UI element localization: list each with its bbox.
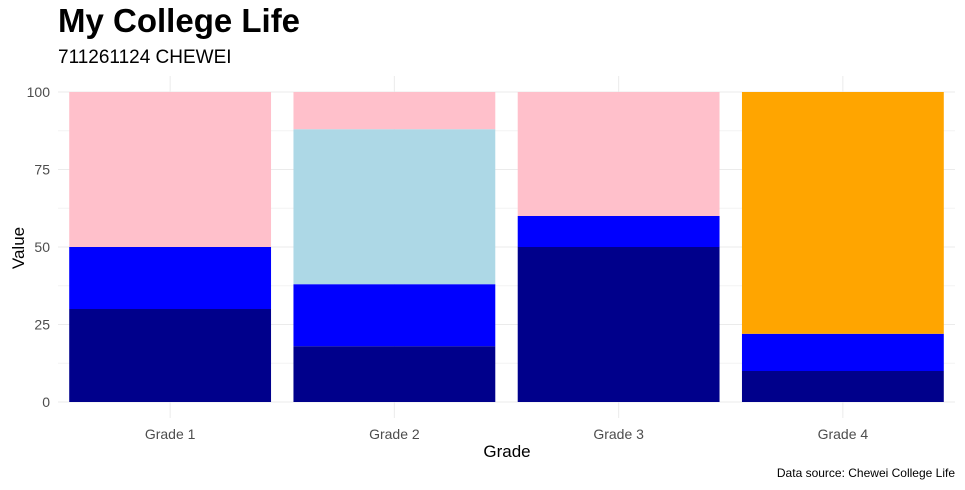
bar-segment: [293, 92, 496, 130]
x-tick-label: Grade 3: [593, 426, 644, 442]
y-tick-label: 75: [34, 162, 50, 178]
bar-segment: [517, 216, 720, 247]
bar-segment: [293, 284, 496, 347]
x-tick-label: Grade 1: [145, 426, 196, 442]
bar-segment: [517, 247, 720, 402]
chart-caption: Data source: Chewei College Life: [776, 466, 955, 480]
bars: [69, 92, 944, 402]
bar-segment: [741, 333, 944, 371]
bar-segment: [517, 92, 720, 216]
bar-segment: [293, 129, 496, 285]
bar-segment: [69, 92, 272, 247]
bar-segment: [741, 371, 944, 402]
bar-segment: [741, 92, 944, 334]
x-axis-title: Grade: [483, 442, 530, 461]
y-tick-label: 0: [42, 394, 50, 410]
chart-subtitle: 711261124 CHEWEI: [58, 47, 232, 68]
bar-segment: [69, 309, 272, 402]
x-axis-ticks: Grade 1 Grade 2 Grade 3 Grade 4: [145, 426, 869, 442]
y-axis-ticks: 0 25 50 75 100: [27, 84, 51, 410]
y-tick-label: 25: [34, 317, 50, 333]
x-tick-label: Grade 2: [369, 426, 420, 442]
y-tick-label: 50: [34, 239, 50, 255]
x-tick-label: Grade 4: [818, 426, 869, 442]
chart-title: My College Life: [58, 2, 301, 39]
y-axis-title: Value: [9, 227, 28, 269]
bar-segment: [293, 346, 496, 402]
y-tick-label: 100: [27, 84, 51, 100]
bar-segment: [69, 247, 272, 309]
